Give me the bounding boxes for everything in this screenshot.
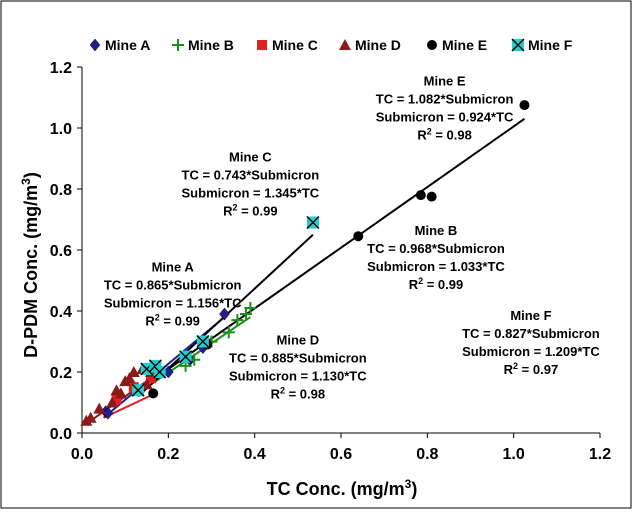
y-tick-label: 0.2 bbox=[50, 365, 72, 382]
data-point bbox=[426, 191, 437, 202]
x-tick-label: 1.0 bbox=[503, 446, 525, 463]
data-point bbox=[102, 406, 114, 420]
x-tick-label: 0.6 bbox=[330, 446, 352, 463]
legend-label: Mine B bbox=[188, 37, 234, 53]
data-point bbox=[111, 394, 122, 405]
annotation-text: Mine B bbox=[415, 223, 458, 238]
annotation-text: Submicron = 1.130*TC bbox=[229, 369, 367, 384]
data-point bbox=[244, 301, 257, 314]
y-tick-label: 1.0 bbox=[50, 121, 72, 138]
annotation-text: Mine E bbox=[424, 73, 466, 88]
annotation-text: R2 = 0.99 bbox=[409, 276, 464, 292]
annotation-text: TC = 0.865*Submicron bbox=[104, 277, 242, 292]
x-tick-label: 1.2 bbox=[589, 446, 611, 463]
y-tick-label: 0.0 bbox=[50, 426, 72, 443]
y-axis-title: D-PDM Conc. (mg/m3) bbox=[19, 172, 41, 358]
annotation-text: Submicron = 0.924*TC bbox=[376, 109, 514, 124]
legend-label: Mine F bbox=[528, 37, 573, 53]
data-point bbox=[127, 366, 140, 377]
annotation-text: TC = 1.082*Submicron bbox=[376, 91, 514, 106]
x-tick-label: 0.0 bbox=[71, 446, 93, 463]
x-tick-label: 0.8 bbox=[416, 446, 438, 463]
annotation-text: R2 = 0.98 bbox=[271, 386, 326, 402]
data-point bbox=[353, 231, 364, 242]
data-point bbox=[415, 190, 426, 201]
data-point bbox=[306, 216, 320, 230]
legend-marker bbox=[427, 40, 437, 50]
annotation-text: TC = 0.885*Submicron bbox=[229, 351, 367, 366]
data-point bbox=[93, 402, 106, 414]
data-point bbox=[231, 314, 244, 327]
data-point bbox=[114, 387, 127, 399]
y-tick-label: 0.6 bbox=[50, 243, 72, 260]
annotation-text: R2 = 0.99 bbox=[223, 203, 278, 219]
data-point bbox=[222, 326, 235, 339]
annotation-text: Submicron = 1.345*TC bbox=[182, 186, 320, 201]
data-point bbox=[148, 388, 159, 399]
annotation-text: Mine A bbox=[152, 259, 195, 274]
annotation-text: TC = 0.968*Submicron bbox=[367, 241, 505, 256]
legend: Mine A Mine B Mine C Mine D Mine E Mine F bbox=[89, 37, 573, 53]
legend-marker bbox=[339, 39, 351, 50]
plot-area: 0.0 0.2 0.4 0.6 0.8 1.0 1.2 0.0 0.2 0.4 0.6 0.8 1.0 1… bbox=[50, 60, 611, 463]
legend-label: Mine E bbox=[442, 37, 487, 53]
y-tick-label: 0.4 bbox=[50, 304, 72, 321]
y-tick-label: 0.8 bbox=[50, 182, 72, 199]
data-point bbox=[519, 100, 530, 111]
legend-marker bbox=[257, 40, 267, 50]
annotation-text: Mine D bbox=[277, 333, 320, 348]
data-point bbox=[106, 396, 119, 408]
legend-label: Mine C bbox=[272, 37, 318, 53]
legend-marker bbox=[89, 38, 101, 52]
x-tick-label: 0.2 bbox=[157, 446, 179, 463]
annotation-text: Mine C bbox=[229, 150, 272, 165]
y-tick-label: 1.2 bbox=[50, 60, 72, 77]
data-point bbox=[219, 307, 230, 321]
annotation-text: Mine F bbox=[510, 308, 551, 323]
annotation-text: Submicron = 1.156*TC bbox=[104, 295, 242, 310]
data-point bbox=[196, 335, 210, 348]
annotation-text: Submicron = 1.209*TC bbox=[462, 344, 600, 359]
data-point bbox=[153, 365, 167, 379]
annotation-text: R2 = 0.98 bbox=[417, 126, 472, 142]
legend-label: Mine A bbox=[105, 37, 150, 53]
x-axis-title: TC Conc. (mg/m3) bbox=[267, 477, 418, 499]
data-point bbox=[131, 383, 145, 397]
x-tick-label: 0.4 bbox=[244, 446, 266, 463]
data-point bbox=[240, 308, 253, 321]
fit-line bbox=[146, 118, 526, 386]
data-point bbox=[84, 411, 97, 423]
data-point bbox=[123, 372, 136, 384]
legend-label: Mine D bbox=[355, 37, 401, 53]
annotation-text: Submicron = 1.033*TC bbox=[367, 259, 505, 274]
annotation-text: TC = 0.743*Submicron bbox=[182, 168, 320, 183]
data-point bbox=[146, 373, 157, 384]
legend-marker bbox=[511, 38, 525, 52]
annotation-text: TC = 0.827*Submicron bbox=[462, 326, 600, 341]
annotation-text: R2 = 0.99 bbox=[145, 312, 200, 328]
annotation-text: R2 = 0.97 bbox=[504, 361, 559, 377]
legend-marker bbox=[172, 39, 184, 51]
data-point bbox=[179, 350, 193, 364]
